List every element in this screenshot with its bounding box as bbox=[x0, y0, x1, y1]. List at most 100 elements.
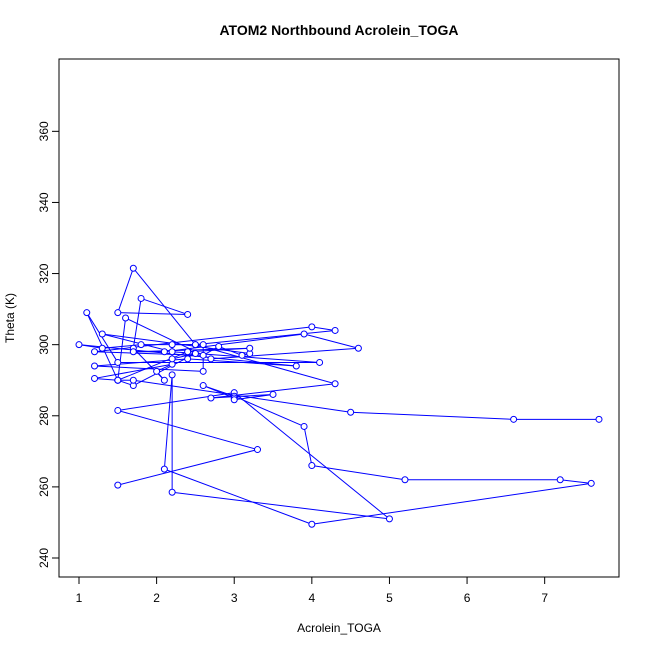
x-axis-label: Acrolein_TOGA bbox=[297, 621, 381, 635]
data-point bbox=[385, 515, 393, 523]
series-segment bbox=[102, 333, 250, 355]
data-point bbox=[354, 344, 362, 352]
x-tick-label: 2 bbox=[153, 591, 160, 605]
y-tick-label: 240 bbox=[37, 548, 51, 568]
data-point bbox=[401, 476, 409, 484]
data-point bbox=[556, 476, 564, 484]
data-point bbox=[114, 376, 122, 384]
data-point bbox=[129, 376, 137, 384]
series-segment bbox=[560, 479, 592, 484]
y-tick-label: 360 bbox=[37, 121, 51, 141]
data-point bbox=[114, 309, 122, 317]
data-point bbox=[292, 362, 300, 370]
data-point bbox=[168, 371, 176, 379]
data-point bbox=[215, 342, 223, 350]
data-point bbox=[308, 323, 316, 331]
data-point bbox=[184, 355, 192, 363]
data-point bbox=[300, 330, 308, 338]
x-axis: 1 2 3 4 5 6 7 bbox=[76, 576, 548, 605]
y-axis: 240 260 280 300 320 340 360 bbox=[37, 121, 60, 568]
series-segment bbox=[303, 333, 359, 349]
data-point bbox=[160, 376, 168, 384]
series-segment bbox=[117, 351, 188, 381]
y-tick-label: 300 bbox=[37, 334, 51, 354]
x-tick-label: 1 bbox=[76, 591, 83, 605]
series-segment bbox=[210, 347, 359, 360]
series-segment bbox=[117, 392, 235, 411]
data-point bbox=[191, 341, 199, 349]
data-point bbox=[199, 351, 207, 359]
data-point bbox=[184, 310, 192, 318]
data-point bbox=[207, 355, 215, 363]
data-point bbox=[199, 367, 207, 375]
x-tick-label: 3 bbox=[231, 591, 238, 605]
data-point bbox=[230, 396, 238, 404]
data-point bbox=[91, 374, 99, 382]
x-tick-label: 6 bbox=[464, 591, 471, 605]
data-point bbox=[91, 348, 99, 356]
series-segment bbox=[140, 297, 188, 315]
series-segment bbox=[133, 379, 351, 413]
series-segment bbox=[117, 312, 188, 315]
series-segment bbox=[163, 374, 173, 470]
series-segment bbox=[187, 347, 250, 353]
data-point bbox=[207, 394, 215, 402]
data-point bbox=[300, 422, 308, 430]
y-tick-label: 280 bbox=[37, 405, 51, 425]
y-tick-label: 340 bbox=[37, 192, 51, 212]
series-segment bbox=[117, 449, 258, 486]
data-point bbox=[191, 350, 199, 358]
data-point bbox=[238, 351, 246, 359]
data-point bbox=[137, 294, 145, 302]
series-segment bbox=[311, 465, 406, 481]
data-point bbox=[331, 326, 339, 334]
data-point bbox=[114, 358, 122, 366]
series-segment bbox=[303, 426, 313, 466]
y-tick-label: 320 bbox=[37, 263, 51, 283]
data-point bbox=[168, 488, 176, 496]
data-point bbox=[98, 344, 106, 352]
series-segment bbox=[102, 333, 173, 353]
data-point bbox=[75, 341, 83, 349]
data-point bbox=[114, 481, 122, 489]
data-point bbox=[254, 446, 262, 454]
x-tick-label: 7 bbox=[541, 591, 548, 605]
data-point bbox=[91, 362, 99, 370]
data-point bbox=[308, 520, 316, 528]
data-point bbox=[160, 348, 168, 356]
data-point bbox=[122, 314, 130, 322]
series-segment bbox=[233, 392, 390, 520]
data-point bbox=[347, 408, 355, 416]
data-point bbox=[331, 380, 339, 388]
series-segment bbox=[350, 411, 514, 420]
data-point bbox=[153, 367, 161, 375]
series-segment bbox=[172, 353, 196, 360]
series-segment bbox=[94, 365, 204, 372]
series-segment bbox=[311, 326, 336, 331]
series-segment bbox=[94, 351, 204, 356]
series-segment bbox=[117, 268, 134, 313]
data-point bbox=[316, 358, 324, 366]
series-segment bbox=[78, 344, 103, 349]
y-axis-label: Theta (K) bbox=[3, 293, 17, 343]
series-segment bbox=[117, 317, 127, 381]
data-point bbox=[137, 341, 145, 349]
data-point bbox=[83, 309, 91, 317]
data-point bbox=[114, 406, 122, 414]
series-segment bbox=[234, 395, 305, 427]
series-segment bbox=[164, 468, 313, 525]
x-tick-label: 5 bbox=[386, 591, 393, 605]
data-point bbox=[587, 479, 595, 487]
series-points bbox=[75, 264, 603, 528]
data-point bbox=[199, 382, 207, 390]
data-point bbox=[269, 390, 277, 398]
data-point bbox=[199, 341, 207, 349]
data-point bbox=[308, 462, 316, 470]
data-point bbox=[129, 348, 137, 356]
series-segment bbox=[234, 393, 274, 401]
series-segment bbox=[94, 377, 118, 381]
series-segment bbox=[117, 409, 258, 451]
data-point bbox=[168, 341, 176, 349]
